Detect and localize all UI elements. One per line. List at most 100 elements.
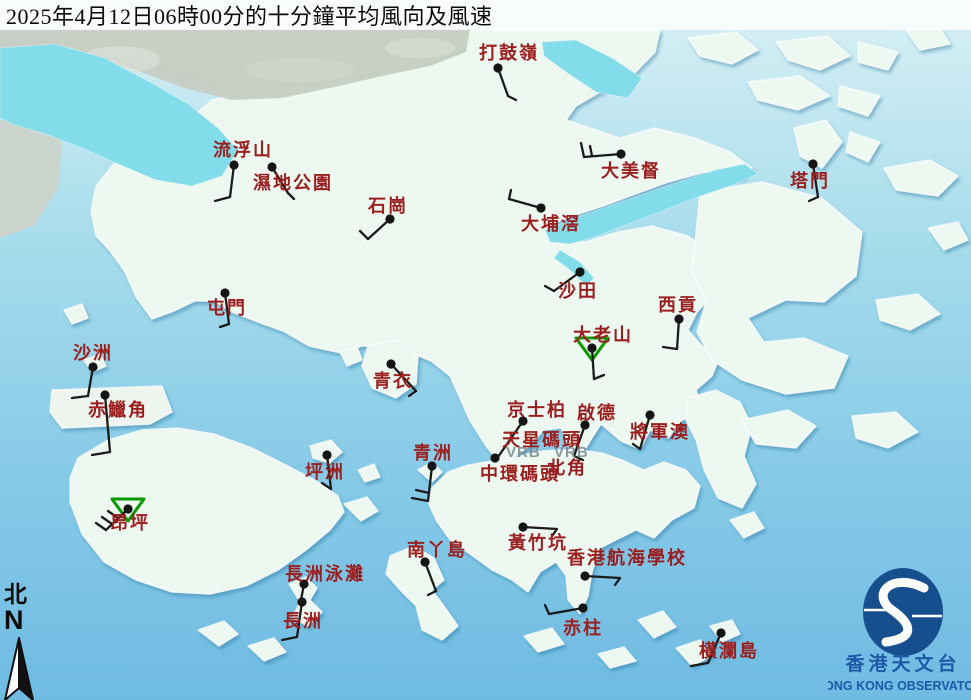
wind-barb-ta-kwu-ling xyxy=(496,66,510,98)
station-dot-stanley xyxy=(578,603,588,613)
wind-barb-tuen-mun xyxy=(218,322,231,329)
wind-barb-tai-mei-tuk xyxy=(588,144,594,158)
inner-bays-group xyxy=(0,39,759,287)
water-starling-inlet xyxy=(541,39,643,99)
land-tap-mun xyxy=(793,119,959,197)
station-dot-ngong-ping xyxy=(123,504,133,514)
wind-barb-sha-tin xyxy=(552,270,582,293)
wind-barb-ngong-ping xyxy=(106,509,120,520)
wind-barb-tseung-kwan-o xyxy=(631,442,642,451)
wind-barb-chek-lap-kok xyxy=(90,450,112,457)
north-label-cjk: 北 xyxy=(4,582,27,607)
title-bar: 2025年4月12日06時00分的十分鐘平均風向及風速 xyxy=(0,0,971,30)
wind-barb-waglan-island xyxy=(689,661,710,668)
land-sai-kung-east xyxy=(691,181,863,395)
land-lantau xyxy=(69,427,345,595)
wind-barb-hk-sea-school xyxy=(583,574,622,580)
wind-barb-wetland-park xyxy=(270,165,290,195)
wind-barb-tuen-mun xyxy=(223,291,231,326)
station-label-kings-park: 京士柏 xyxy=(507,400,567,420)
station-label-lamma-island: 南丫島 xyxy=(407,540,467,560)
wind-barb-cheung-chau xyxy=(295,600,304,639)
wind-barb-lamma-island xyxy=(423,560,438,593)
wind-barb-ngong-ping xyxy=(100,515,114,526)
wind-barb-green-island xyxy=(410,496,430,503)
wind-barb-ngong-ping xyxy=(104,507,130,532)
north-compass: 北 N xyxy=(4,583,44,700)
station-dot-tseung-kwan-o xyxy=(645,410,655,420)
land-hk-island xyxy=(427,449,701,615)
station-dot-wetland-park xyxy=(267,162,277,172)
wind-barb-ngong-ping xyxy=(94,521,108,532)
station-dot-chek-lap-kok xyxy=(100,390,110,400)
wind-barb-hk-sea-school xyxy=(613,576,622,587)
wind-barb-tai-po-kau xyxy=(507,188,513,201)
station-dot-tap-mun xyxy=(808,159,818,169)
station-label-stanley: 赤柱 xyxy=(563,618,603,638)
landmass-group xyxy=(49,27,969,669)
wind-barb-chek-lap-kok xyxy=(103,393,112,454)
north-label-letter: N xyxy=(4,605,24,635)
station-label-cheung-chau-beach: 長洲泳灘 xyxy=(285,564,365,584)
station-label-ta-kwu-ling: 打鼓嶺 xyxy=(479,43,539,63)
station-label-waglan-island: 橫瀾島 xyxy=(699,641,759,661)
wind-barb-tsing-yi xyxy=(389,362,418,393)
water-tolo-harbour xyxy=(544,163,759,245)
station-label-peng-chau: 坪洲 xyxy=(305,462,345,482)
station-label-hk-sea-school: 香港航海學校 xyxy=(567,548,687,568)
wind-barb-stanley xyxy=(543,603,551,616)
wind-barb-cheung-chau xyxy=(280,635,299,642)
wind-barb-lau-fau-shan xyxy=(228,163,236,199)
station-dot-tates-cairn xyxy=(587,343,597,353)
marker-triangle-ngong-ping xyxy=(110,497,146,523)
station-label-north-point: 北角 xyxy=(547,458,587,478)
station-dot-sha-chau xyxy=(88,362,98,372)
station-dot-central-pier xyxy=(490,453,500,463)
station-label-sha-tin: 沙田 xyxy=(558,281,598,301)
wind-barb-waglan-island xyxy=(706,631,723,665)
wind-barb-tai-mei-tuk xyxy=(582,152,623,159)
wind-barb-sai-kung xyxy=(675,317,681,351)
wind-barb-tsing-yi xyxy=(407,389,418,398)
wind-barb-tai-mei-tuk xyxy=(579,141,586,159)
station-label-cheung-chau: 長洲 xyxy=(283,611,323,631)
station-label-tai-po-kau: 大埔滘 xyxy=(521,214,581,234)
wind-barb-peng-chau xyxy=(325,453,333,491)
wind-barb-sha-tin xyxy=(543,284,556,293)
wind-barb-tap-mun xyxy=(807,195,820,203)
wind-barb-sha-chau xyxy=(86,365,95,398)
wind-barb-tap-mun xyxy=(811,162,820,199)
wind-barb-wong-chuk-hang xyxy=(550,527,559,538)
urban-texture xyxy=(245,58,355,82)
land-soko xyxy=(197,620,287,662)
map-title: 2025年4月12日06時00分的十分鐘平均風向及風速 xyxy=(6,4,493,29)
station-dot-wong-chuk-hang xyxy=(518,522,528,532)
urban-shekou xyxy=(0,114,62,238)
station-dot-sai-kung xyxy=(674,314,684,324)
station-label-wong-chuk-hang: 黃竹坑 xyxy=(508,533,568,553)
hko-name-cjk: 香港天文台 xyxy=(844,652,960,675)
water-deep-bay xyxy=(0,43,239,187)
land-ne-islands xyxy=(687,27,951,117)
wind-barb-tates-cairn xyxy=(590,346,596,381)
station-dot-tsing-yi xyxy=(386,359,396,369)
station-dot-tuen-mun xyxy=(220,288,230,298)
wind-barb-wong-chuk-hang xyxy=(521,525,559,531)
vrb-label-2: VRB xyxy=(554,444,589,461)
hko-logo: 香港天文台 HONG KONG OBSERVATORY xyxy=(828,568,971,693)
station-label-lau-fau-shan: 流浮山 xyxy=(213,140,273,160)
wind-barb-wetland-park xyxy=(286,191,296,201)
wind-barb-ta-kwu-ling xyxy=(506,94,518,102)
station-dot-waglan-island xyxy=(716,628,726,638)
wind-barb-sai-kung xyxy=(661,345,679,351)
wind-barb-sha-chau xyxy=(70,394,90,400)
station-dot-cheung-chau xyxy=(297,597,307,607)
wind-barb-shek-kong xyxy=(366,217,392,241)
land-se-islands xyxy=(729,221,969,539)
urban-shenzhen xyxy=(0,28,470,100)
station-dot-ta-kwu-ling xyxy=(493,63,503,73)
wind-barb-green-island xyxy=(426,464,434,503)
